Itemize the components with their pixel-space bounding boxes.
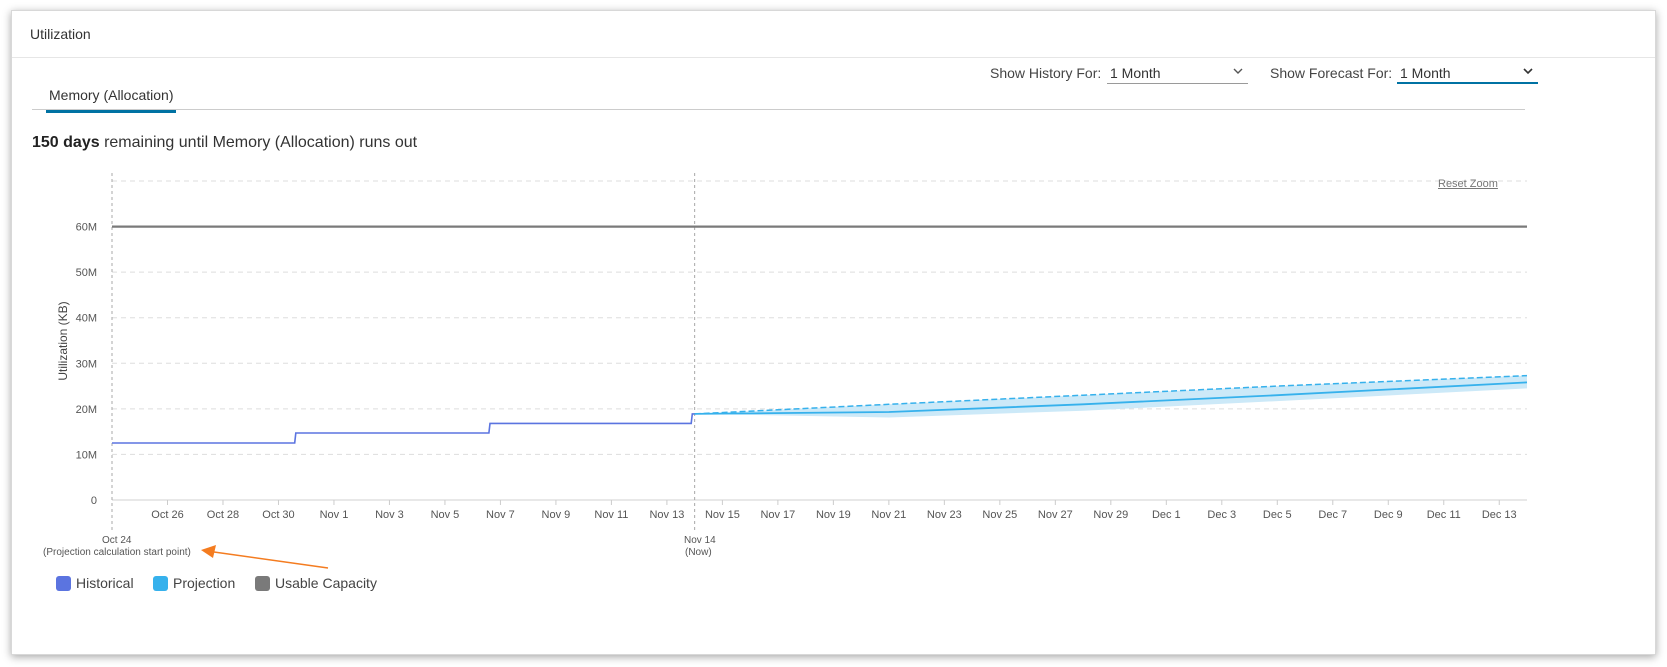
x-tick-label: Nov 7 xyxy=(486,509,515,521)
x-tick-label: Oct 28 xyxy=(207,509,239,521)
projection-upper-bound xyxy=(694,374,1528,415)
chevron-down-icon xyxy=(1523,68,1533,75)
legend-swatch xyxy=(153,576,168,591)
series-historical xyxy=(112,413,695,444)
legend-swatch xyxy=(56,576,71,591)
y-tick-label: 10M xyxy=(76,449,97,461)
grid-layer xyxy=(112,180,1527,501)
start-point-note: (Projection calculation start point) xyxy=(43,547,191,558)
y-tick-label: 60M xyxy=(76,222,97,234)
annotation-arrow xyxy=(201,545,329,569)
legend-label: Usable Capacity xyxy=(275,575,377,591)
series-layer xyxy=(112,225,1528,444)
x-tick-label: Nov 17 xyxy=(760,509,795,521)
x-tick-label: Dec 11 xyxy=(1427,509,1461,521)
y-axis-label: Utilization (KB) xyxy=(56,301,70,380)
tab-label: Memory (Allocation) xyxy=(49,87,174,103)
x-tick-label: Nov 23 xyxy=(927,509,962,521)
y-tick-label: 20M xyxy=(76,404,97,416)
legend-swatch xyxy=(255,576,270,591)
arrow-head xyxy=(201,545,216,558)
reset-zoom-link[interactable]: Reset Zoom xyxy=(1438,178,1498,190)
forecast-control: Show Forecast For: 1 Month xyxy=(1270,60,1540,86)
x-tick-label: Dec 13 xyxy=(1482,509,1517,521)
y-tick-label: 0 xyxy=(91,495,97,507)
x-tick-label: Nov 3 xyxy=(375,509,404,521)
projection-band xyxy=(694,375,1527,418)
x-tick-label: Nov 1 xyxy=(320,509,349,521)
now-date-label: Nov 14 xyxy=(684,535,716,546)
arrow-line xyxy=(213,551,329,569)
utilization-panel: Utilization xyxy=(11,10,1656,655)
panel-header: Utilization xyxy=(12,11,1655,58)
x-tick-label: Nov 29 xyxy=(1093,509,1128,521)
x-tick-label: Dec 1 xyxy=(1152,509,1181,521)
x-tick-label: Dec 5 xyxy=(1263,509,1292,521)
forecast-select-value: 1 Month xyxy=(1400,65,1451,81)
x-tick-label: Nov 9 xyxy=(542,509,571,521)
history-control: Show History For: 1 Month xyxy=(990,60,1250,86)
capacity-remaining-headline: 150 days remaining until Memory (Allocat… xyxy=(32,134,417,152)
x-tick-label: Nov 19 xyxy=(816,509,851,521)
chevron-down-icon xyxy=(1233,68,1243,74)
legend-label: Historical xyxy=(76,575,134,591)
history-select-value: 1 Month xyxy=(1110,65,1161,81)
forecast-label: Show Forecast For: xyxy=(1270,65,1393,81)
start-date-label: Oct 24 xyxy=(102,535,132,546)
x-tick-label: Nov 27 xyxy=(1038,509,1073,521)
x-tick-label: Nov 11 xyxy=(594,509,628,521)
now-note: (Now) xyxy=(685,547,712,558)
x-tick-label: Oct 30 xyxy=(262,509,294,521)
x-tick-label: Dec 3 xyxy=(1207,509,1236,521)
x-tick-label: Oct 26 xyxy=(151,509,183,521)
x-tick-label: Nov 13 xyxy=(649,509,684,521)
series-projection xyxy=(694,381,1528,415)
tab-memory-allocation[interactable]: Memory (Allocation) xyxy=(46,84,177,113)
headline-text: remaining until Memory (Allocation) runs… xyxy=(104,134,418,151)
x-tick-label: Nov 21 xyxy=(871,509,906,521)
y-tick-label: 40M xyxy=(76,313,97,325)
tab-divider xyxy=(32,109,1525,110)
y-axis-ticks: 0 10M 20M 30M 40M 50M 60M xyxy=(76,222,97,507)
forecast-select[interactable]: 1 Month xyxy=(1397,64,1538,84)
history-select[interactable]: 1 Month xyxy=(1107,64,1248,84)
projection-band-layer xyxy=(694,375,1527,418)
history-label: Show History For: xyxy=(990,65,1102,81)
x-tick-label: Nov 5 xyxy=(431,509,460,521)
days-remaining: 150 days xyxy=(32,134,100,151)
x-axis-ticks: Oct 26 Oct 28 Oct 30 Nov 1 Nov 3 Nov 5 Nov 7 No… xyxy=(151,500,1517,521)
panel-title: Utilization xyxy=(30,26,91,42)
legend-label: Projection xyxy=(173,575,236,591)
y-tick-label: 50M xyxy=(76,267,97,279)
start-note-text: Projection calculation start point) xyxy=(46,547,191,558)
x-tick-label: Dec 9 xyxy=(1374,509,1403,521)
x-tick-label: Nov 15 xyxy=(705,509,740,521)
x-tick-label: Dec 7 xyxy=(1318,509,1347,521)
x-tick-label: Nov 25 xyxy=(982,509,1017,521)
y-tick-label: 30M xyxy=(76,358,97,370)
